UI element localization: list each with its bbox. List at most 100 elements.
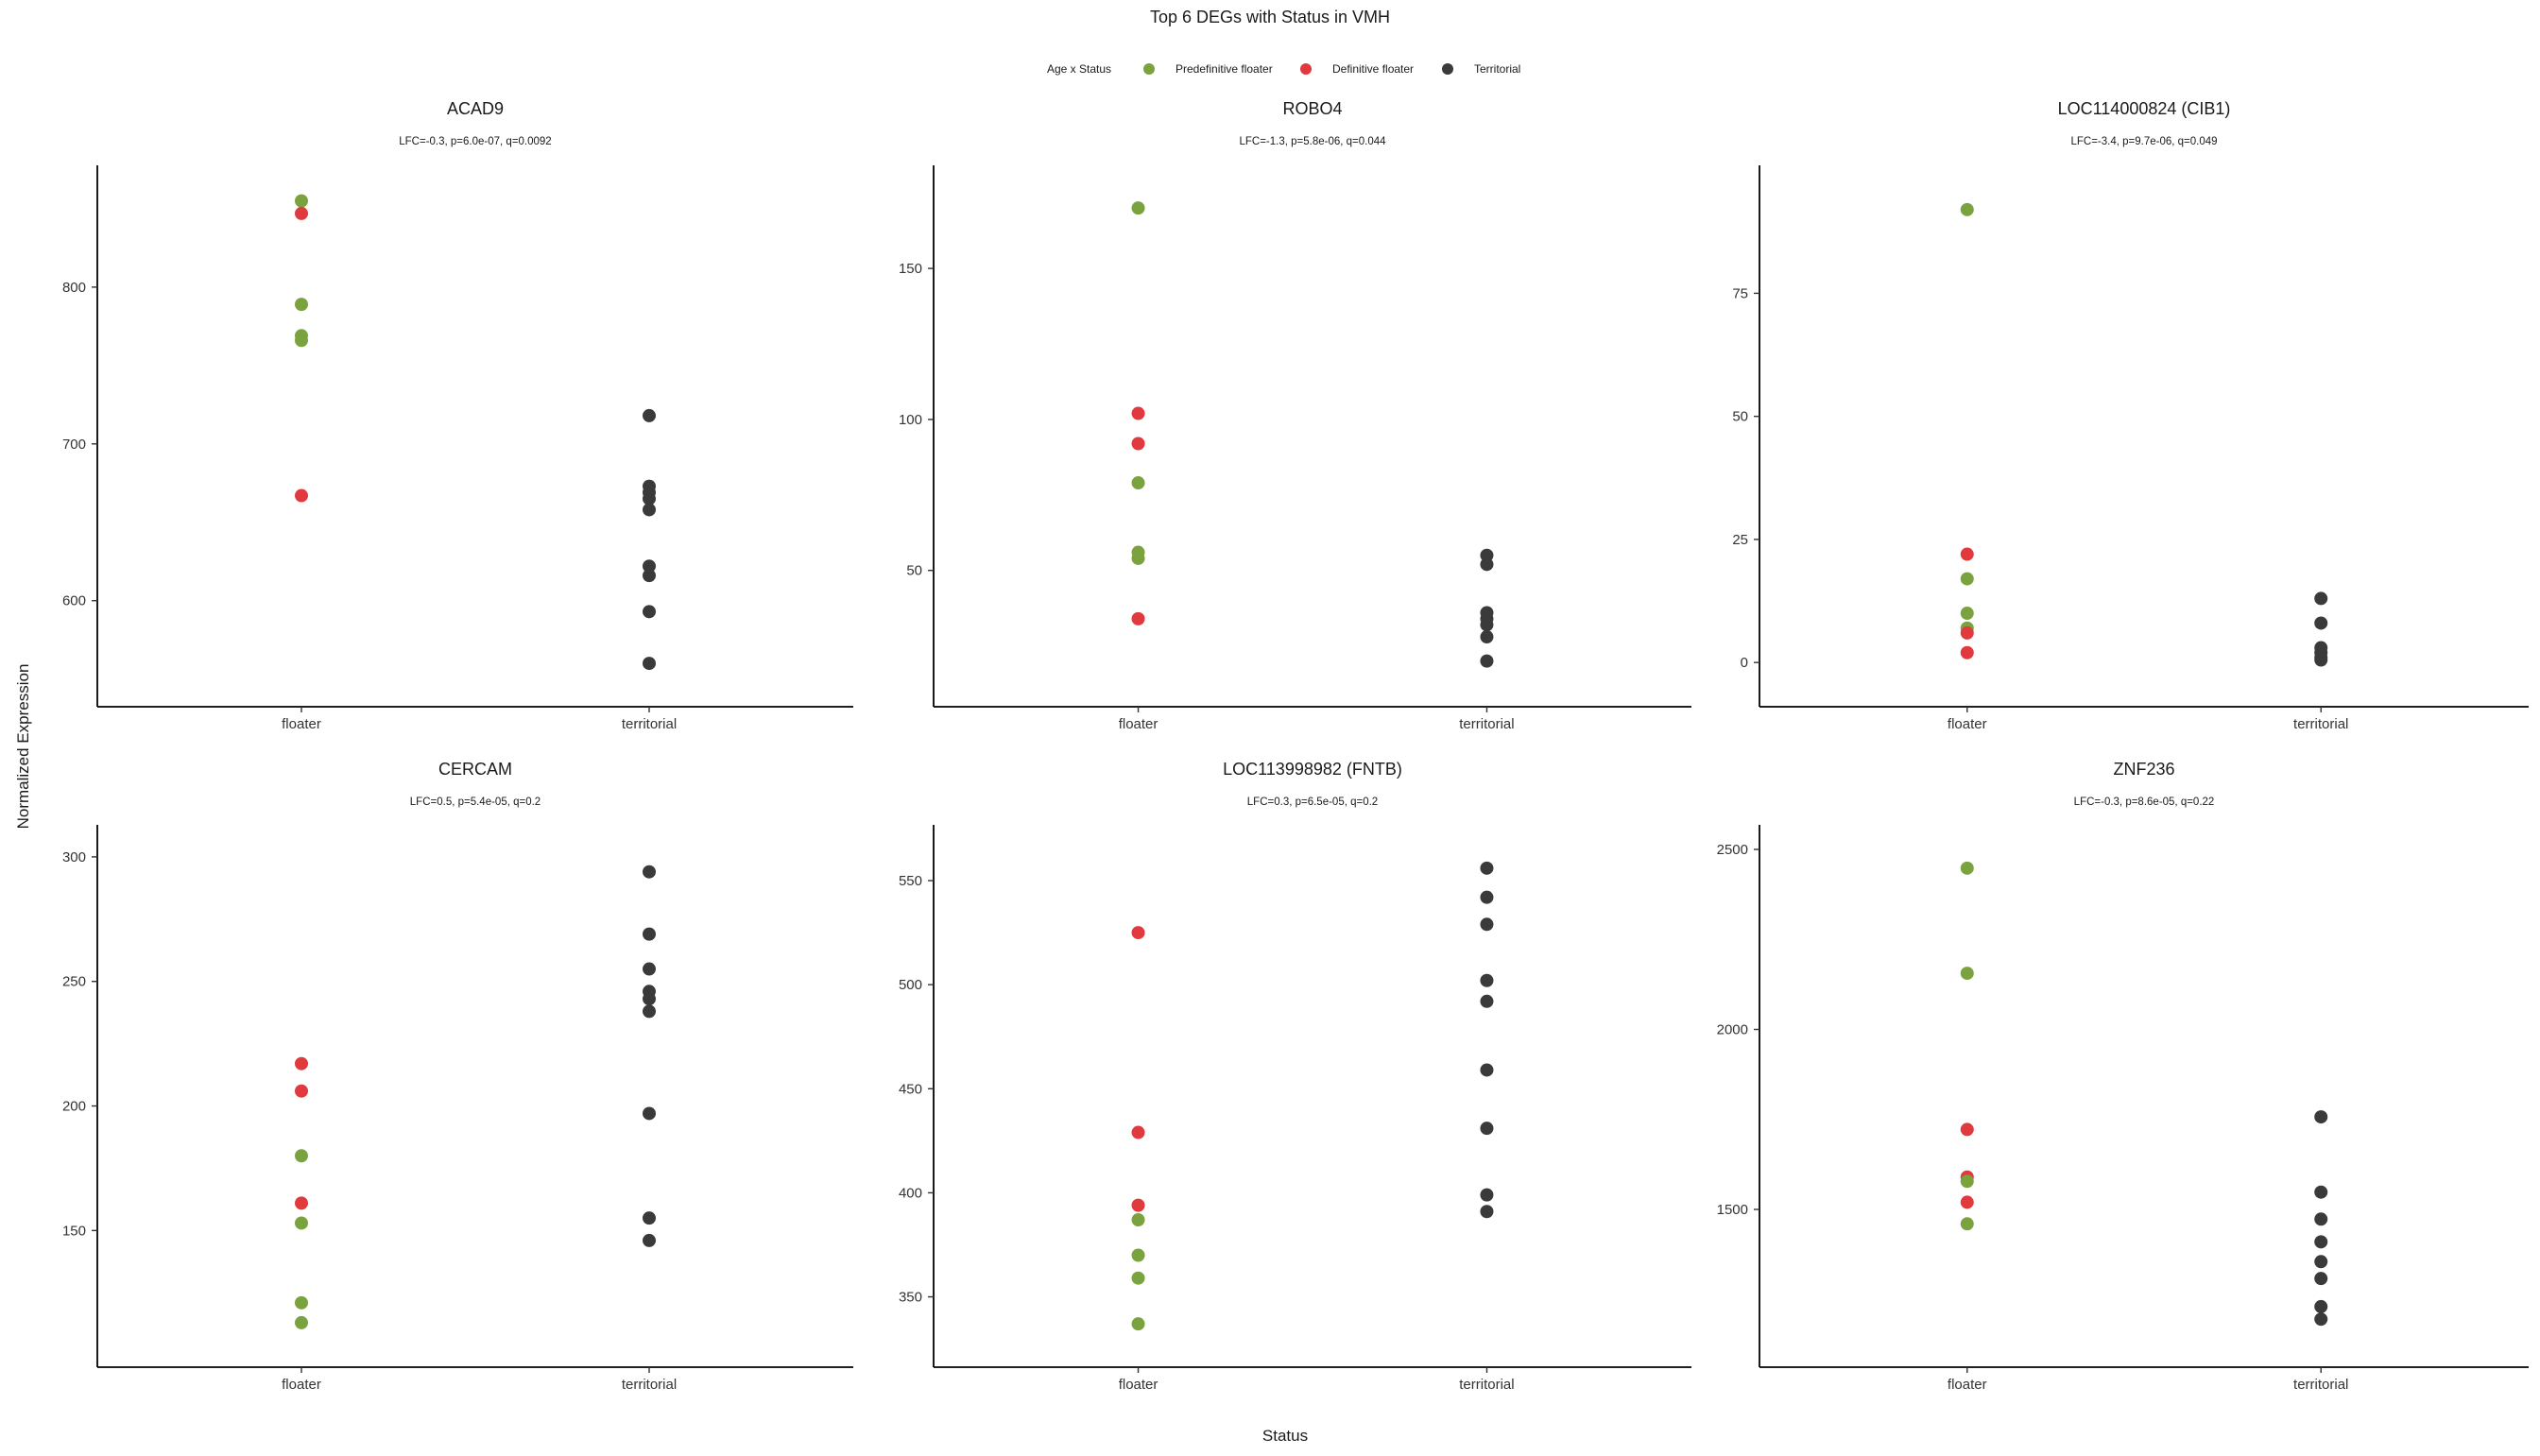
data-point <box>295 1149 308 1163</box>
data-point <box>295 194 308 208</box>
data-point <box>1480 973 1494 987</box>
panel-title: CERCAM <box>438 760 512 779</box>
y-tick-label: 50 <box>1732 409 1748 425</box>
panel-1: ACAD9 LFC=-0.3, p=6.0e-07, q=0.0092 600 700… <box>62 99 853 732</box>
y-tick-label: 2000 <box>1717 1022 1748 1038</box>
y-tick-label: 0 <box>1741 655 1748 671</box>
legend-marker <box>1300 63 1312 75</box>
data-point <box>1131 437 1145 451</box>
data-point <box>295 1196 308 1210</box>
data-point <box>1480 654 1494 668</box>
y-tick-label: 500 <box>899 977 922 993</box>
panel-title: ACAD9 <box>447 99 504 118</box>
data-point <box>1131 1248 1145 1262</box>
data-point <box>1131 1213 1145 1227</box>
data-point <box>1131 551 1145 565</box>
data-point <box>295 298 308 312</box>
panel-title: ROBO4 <box>1282 99 1342 118</box>
data-point <box>1131 1317 1145 1331</box>
y-tick-label: 300 <box>62 849 86 865</box>
data-point <box>1960 861 1974 875</box>
data-point <box>1131 926 1145 940</box>
data-point <box>643 962 656 976</box>
data-point <box>1960 1217 1974 1231</box>
data-point <box>1480 994 1494 1008</box>
panel-4: CERCAM LFC=0.5, p=5.4e-05, q=0.2 150 200 250… <box>62 760 853 1393</box>
data-point <box>295 1295 308 1310</box>
panel-subtitle: LFC=0.3, p=6.5e-05, q=0.2 <box>1247 797 1378 808</box>
data-point <box>1480 1122 1494 1136</box>
panel-subtitle: LFC=-1.3, p=5.8e-06, q=0.044 <box>1239 136 1386 147</box>
data-point <box>1960 645 1974 659</box>
data-point <box>1960 625 1974 640</box>
y-axis-title: Normalized Expression <box>14 664 32 830</box>
panels: ACAD9 LFC=-0.3, p=6.0e-07, q=0.0092 600 700… <box>62 99 2529 1393</box>
data-point <box>2314 1235 2328 1249</box>
data-point <box>1960 202 1974 216</box>
y-tick-label: 400 <box>899 1185 922 1201</box>
data-point <box>1960 547 1974 561</box>
data-point <box>2314 1272 2328 1286</box>
data-point <box>1131 1198 1145 1212</box>
data-point <box>2314 1299 2328 1313</box>
y-tick-label: 2500 <box>1717 842 1748 858</box>
data-point <box>643 569 656 583</box>
data-point <box>643 491 656 505</box>
data-point <box>295 488 308 503</box>
data-point <box>1480 1063 1494 1077</box>
legend-label: Predefinitive floater <box>1176 62 1273 76</box>
x-tick-label: territorial <box>2293 716 2348 732</box>
panel-6: ZNF236 LFC=-0.3, p=8.6e-05, q=0.22 1500 200… <box>1717 760 2529 1393</box>
data-point <box>643 1233 656 1247</box>
y-tick-label: 350 <box>899 1290 922 1306</box>
legend: Age x Status Predefinitive floater Definit… <box>1047 62 1520 76</box>
x-tick-label: territorial <box>2293 1377 2348 1393</box>
data-point <box>1480 557 1494 572</box>
panel-2: ROBO4 LFC=-1.3, p=5.8e-06, q=0.044 50 100 15… <box>899 99 1691 732</box>
x-tick-label: territorial <box>1459 716 1514 732</box>
y-tick-label: 450 <box>899 1081 922 1097</box>
data-point <box>1960 967 1974 981</box>
data-point <box>643 503 656 517</box>
y-tick-label: 100 <box>899 412 922 428</box>
data-point <box>295 206 308 220</box>
panel-5: LOC113998982 (FNTB) LFC=0.3, p=6.5e-05, q… <box>899 760 1691 1393</box>
data-point <box>1131 1271 1145 1285</box>
data-point <box>643 657 656 671</box>
data-point <box>643 927 656 941</box>
data-point <box>2314 1312 2328 1327</box>
data-point <box>2314 591 2328 606</box>
y-tick-label: 150 <box>899 261 922 277</box>
data-point <box>1960 1174 1974 1189</box>
data-point <box>1480 630 1494 644</box>
y-tick-label: 250 <box>62 974 86 990</box>
x-tick-label: floater <box>1948 716 1987 732</box>
figure-title: Top 6 DEGs with Status in VMH <box>1150 8 1390 26</box>
data-point <box>295 1056 308 1071</box>
data-point <box>1131 476 1145 490</box>
data-point <box>643 992 656 1006</box>
data-point <box>1480 618 1494 632</box>
data-point <box>643 1106 656 1121</box>
legend-marker <box>1442 63 1453 75</box>
x-axis-title: Status <box>1262 1427 1308 1445</box>
data-point <box>295 1216 308 1230</box>
panel-subtitle: LFC=-0.3, p=6.0e-07, q=0.0092 <box>399 136 551 147</box>
panel-subtitle: LFC=0.5, p=5.4e-05, q=0.2 <box>410 797 541 808</box>
data-point <box>2314 1110 2328 1124</box>
data-point <box>1480 1205 1494 1219</box>
x-tick-label: floater <box>1119 1377 1158 1393</box>
legend-marker <box>1143 63 1155 75</box>
data-point <box>295 1315 308 1329</box>
y-tick-label: 700 <box>62 437 86 453</box>
data-point <box>643 605 656 619</box>
data-point <box>1960 607 1974 621</box>
data-point <box>1480 861 1494 875</box>
panel-3: LOC114000824 (CIB1) LFC=-3.4, p=9.7e-06, … <box>1732 99 2529 732</box>
x-tick-label: floater <box>282 1377 321 1393</box>
data-point <box>1131 406 1145 420</box>
x-tick-label: territorial <box>622 716 677 732</box>
data-point <box>295 1084 308 1098</box>
data-point <box>643 865 656 879</box>
